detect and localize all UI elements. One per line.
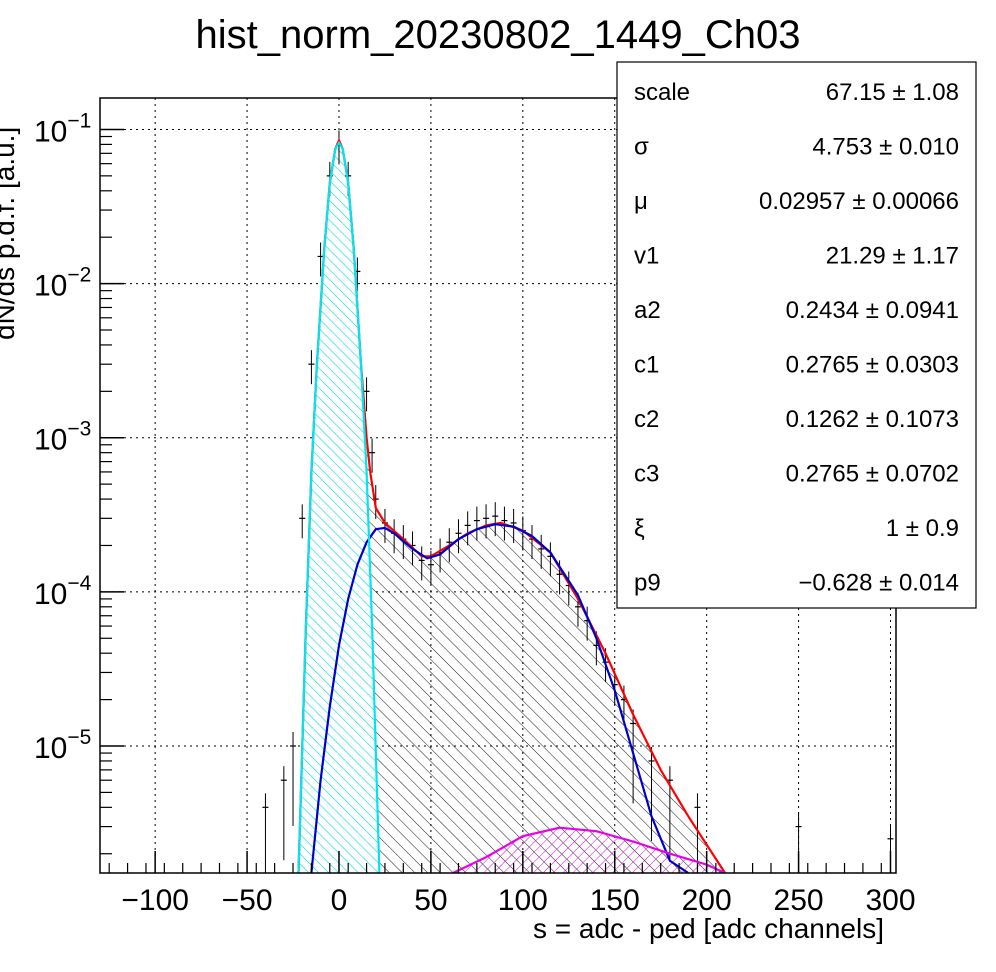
stats-param-name: c2 [634,406,659,433]
stats-param-value: 0.2765 ± 0.0303 [786,352,959,379]
x-tick-label: 100 [498,884,548,917]
x-tick-label: 50 [414,884,447,917]
series-curve-1 [297,140,381,873]
y-axis-ticks: 10−1 10−2 10−3 10−4 10−5 [34,109,124,855]
stats-param-name: p9 [634,570,661,597]
x-tick-label: 150 [590,884,640,917]
fit-curves [297,137,726,873]
x-tick-label: 250 [774,884,824,917]
y-tick-label: 10−1 [34,109,91,148]
stats-param-value: 67.15 ± 1.08 [826,79,959,106]
x-axis-ticks: −100 −50 0 50 100 150 200 250 300 [108,851,916,917]
stats-param-value: 0.2434 ± 0.0941 [786,297,959,324]
stats-param-value: 1 ± 0.9 [886,515,959,542]
stats-rows: scale 67.15 ± 1.08 σ 4.753 ± 0.010 μ 0.02957 … [634,79,959,597]
y-tick-label: 10−4 [34,572,92,611]
x-tick-label: 300 [865,884,915,917]
stats-param-value: 0.02957 ± 0.00066 [759,188,959,215]
stats-box: scale 67.15 ± 1.08 σ 4.753 ± 0.010 μ 0.02957 … [616,61,977,609]
stats-param-name: a2 [634,297,661,324]
stats-param-name: scale [634,79,690,106]
chart-title: hist_norm_20230802_1449_Ch03 [196,13,801,57]
y-tick-label: 10−5 [34,726,91,765]
x-tick-label: −50 [222,884,273,917]
stats-param-name: μ [634,188,648,215]
second-component-hatch [453,827,725,873]
stats-param-name: σ [634,134,649,161]
stats-param-name: ξ [634,515,645,542]
stats-param-value: 0.1262 ± 0.1073 [786,406,959,433]
x-tick-label: −100 [121,884,189,917]
x-tick-label: 200 [682,884,732,917]
x-tick-label: 0 [331,884,348,917]
stats-param-name: v1 [634,243,659,270]
series-curve-2 [310,523,689,873]
y-tick-label: 10−3 [34,418,91,457]
x-axis-label: s = adc - ped [adc channels] [533,913,884,944]
stats-param-name: c3 [634,461,659,488]
hatched-fills [298,140,725,873]
stats-param-value: 0.2765 ± 0.0702 [786,461,959,488]
total-hatch [298,140,725,873]
y-axis-label: dN/ds p.d.f. [a.u.] [0,127,20,340]
pedestal-hatch [298,142,380,873]
stats-param-name: c1 [634,352,659,379]
series-curve-3 [452,826,726,873]
stats-param-value: 4.753 ± 0.010 [812,134,959,161]
y-tick-label: 10−2 [34,264,91,303]
stats-param-value: 21.29 ± 1.17 [826,243,959,270]
stats-param-value: −0.628 ± 0.014 [798,570,959,597]
stats-box-frame [616,61,977,609]
